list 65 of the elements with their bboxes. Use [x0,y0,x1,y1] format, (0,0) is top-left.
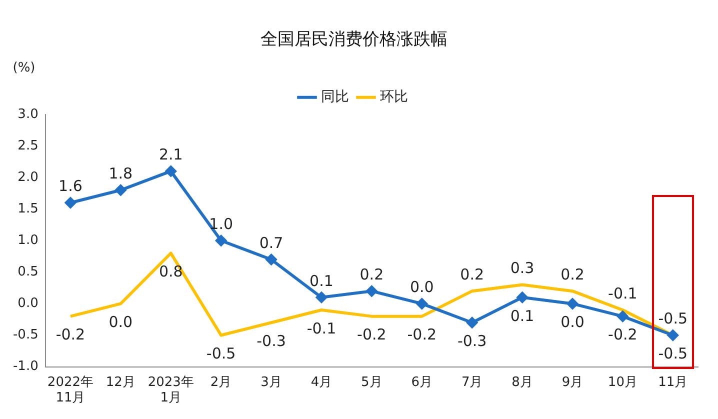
data-label: -0.2 [608,326,638,344]
y-tick-label: 1.0 [18,232,38,248]
data-label: -0.2 [357,326,386,344]
data-label: 0.8 [158,262,183,281]
data-label: 0.0 [560,313,584,332]
data-label: 0.2 [360,265,384,284]
data-label: -0.5 [658,310,688,328]
point [416,298,428,310]
point [266,254,277,266]
x-tick-label: 8月 [512,374,533,390]
chart-title: 全国居民消费价格涨跌幅 [260,30,448,50]
data-label: 0.1 [310,272,334,290]
data-label: -0.3 [457,332,487,350]
point [366,286,378,297]
y-axis-title: (%) [12,60,36,76]
x-tick-label: 6月 [411,374,433,390]
x-tick-label: 12月 [106,374,136,390]
x-tick-label: 10月 [608,374,638,390]
y-tick-label: 2.5 [18,138,38,154]
point [316,292,327,303]
data-label: 0.2 [460,265,484,284]
point [216,235,227,246]
x-tick-label: 2月 [210,374,232,390]
x-tick-label: 2022年 11月 [47,374,94,406]
data-label: -0.2 [56,326,86,344]
data-label: -0.3 [256,332,286,350]
data-label: 2.1 [158,146,183,164]
x-tick-label: 2023年 1月 [148,374,194,406]
data-label: -0.5 [206,344,236,363]
data-label: -0.1 [306,319,336,338]
y-tick-label: -0.5 [12,328,38,343]
x-tick-label: 11月 [658,374,688,390]
data-label: -0.2 [407,326,437,344]
data-label: 1.0 [209,214,234,233]
x-tick-label: 5月 [361,374,382,390]
point [516,292,528,303]
y-tick-label: 0.0 [18,296,38,312]
y-tick-label: 1.5 [18,201,38,216]
y-tick-label: -1.0 [12,359,38,374]
legend-label: 同比 [321,89,349,106]
y-tick-label: 2.0 [18,170,38,185]
y-tick-label: 0.5 [18,264,38,280]
data-label: 0.2 [560,265,584,284]
point [566,298,578,310]
point [667,330,678,341]
point [466,317,478,328]
data-label: 0.0 [410,278,434,296]
data-label: 1.8 [108,164,133,183]
y-tick-label: 3.0 [18,106,38,122]
point [617,310,628,322]
point [64,197,76,208]
x-tick-label: 9月 [562,374,584,390]
data-label: -0.1 [608,284,638,302]
data-label: 0.3 [510,259,534,278]
x-tick-label: 7月 [461,374,483,390]
data-label: 0.7 [259,234,284,252]
point [165,166,176,177]
legend-label: 环比 [380,89,408,106]
data-label: 1.6 [58,177,82,196]
data-label: -0.5 [658,344,688,363]
point [115,184,126,196]
x-tick-label: 4月 [310,374,332,390]
data-label: 0.0 [108,313,133,332]
x-tick-label: 3月 [260,374,282,390]
data-label: 0.1 [510,306,534,325]
